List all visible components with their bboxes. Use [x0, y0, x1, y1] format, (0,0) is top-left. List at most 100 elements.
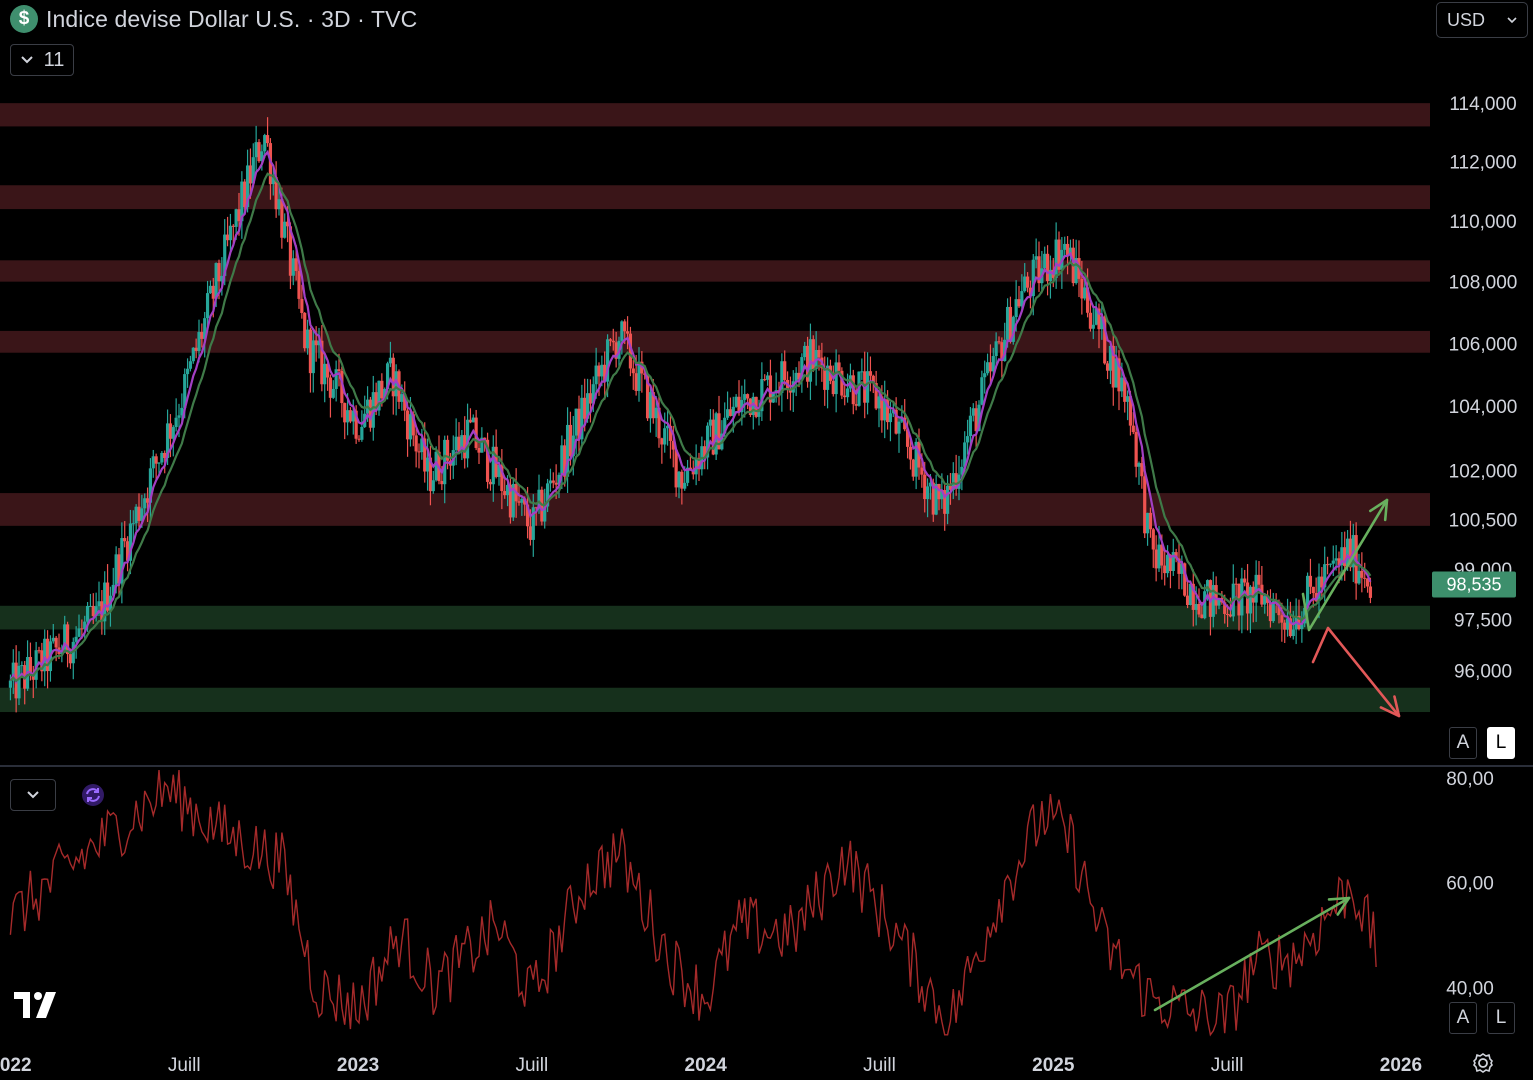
currency-select[interactable]: USD: [1436, 2, 1528, 38]
candle: [88, 605, 93, 607]
candle: [337, 369, 341, 371]
candle: [314, 340, 318, 346]
candle: [440, 480, 444, 485]
candle: [285, 221, 290, 227]
candle: [331, 388, 335, 398]
candle: [503, 491, 507, 496]
candle: [1183, 563, 1187, 596]
candle: [743, 394, 747, 400]
candle: [1105, 363, 1110, 371]
candle: [220, 275, 224, 282]
rsi-auto-scale-button[interactable]: A: [1449, 1002, 1477, 1034]
symbol-title: Indice devise Dollar U.S. · 3D · TVC: [46, 5, 418, 32]
candle: [948, 485, 953, 490]
candle: [328, 377, 333, 398]
time-axis: 2022 Juill 2023 Juill 2024 Juill 2025 Juill 2026: [0, 1055, 1422, 1076]
time-tick-label: 2024: [685, 1055, 728, 1076]
candle: [1165, 554, 1170, 574]
candle: [20, 665, 24, 667]
candle: [834, 362, 838, 395]
candle: [1160, 544, 1164, 566]
price-tick-label: 102,000: [1449, 461, 1518, 482]
candle: [231, 225, 235, 227]
indicators-collapse-button[interactable]: 11: [10, 44, 74, 76]
candle: [297, 271, 301, 299]
candle: [420, 438, 424, 453]
candle: [1057, 239, 1061, 270]
candle: [905, 429, 910, 447]
chevron-down-icon: [27, 791, 39, 799]
candle: [51, 637, 55, 642]
candle: [1097, 308, 1101, 330]
candle: [634, 373, 638, 391]
candle: [840, 370, 844, 396]
candle: [1085, 287, 1090, 313]
candle: [1054, 239, 1058, 278]
settings-gear-icon[interactable]: [1470, 1050, 1496, 1076]
rsi-collapse-button[interactable]: [10, 779, 56, 811]
candle: [623, 321, 627, 332]
candle: [245, 165, 250, 208]
candle: [428, 457, 433, 492]
price-tick-label: 112,000: [1449, 153, 1516, 174]
candle: [217, 263, 221, 282]
resistance-zone: [0, 260, 1430, 282]
price-tick-label: 96,000: [1454, 661, 1512, 682]
candle: [663, 428, 667, 445]
candle: [280, 199, 284, 238]
log-scale-button[interactable]: L: [1487, 727, 1515, 759]
candles: [8, 117, 1373, 713]
candle: [791, 381, 795, 393]
candle: [625, 331, 630, 334]
candle: [560, 445, 564, 475]
indicator-count: 11: [43, 48, 65, 71]
candle: [11, 662, 15, 681]
candle: [411, 414, 415, 436]
candle: [760, 379, 764, 412]
resistance-zone: [0, 185, 1430, 210]
candle: [251, 157, 255, 184]
candle: [143, 498, 147, 509]
price-axis: 114,000 112,000 110,000 108,000 106,000 104,0…: [1449, 94, 1518, 682]
candle: [263, 135, 267, 152]
candle: [825, 365, 830, 390]
time-tick-label: Juill: [1211, 1055, 1244, 1076]
candle: [557, 474, 561, 485]
symbol-header[interactable]: $ Indice devise Dollar U.S. · 3D · TVC: [10, 4, 417, 34]
candle: [334, 369, 338, 389]
rsi-tick-label: 80,00: [1446, 769, 1494, 790]
candle: [554, 482, 558, 485]
candle: [145, 498, 150, 503]
candle: [548, 480, 553, 484]
candle: [728, 409, 733, 416]
candle: [660, 438, 664, 445]
candle: [1131, 425, 1135, 433]
candle: [931, 482, 935, 515]
candle: [265, 135, 270, 144]
candle: [768, 375, 773, 403]
price-tick-label: 97,500: [1454, 610, 1512, 631]
candle: [591, 384, 595, 404]
candle: [1068, 247, 1073, 256]
candle: [897, 421, 901, 434]
candle: [1228, 614, 1233, 617]
time-tick-label: Juill: [515, 1055, 548, 1076]
candle: [1005, 306, 1010, 340]
candle: [871, 375, 875, 384]
candle: [325, 363, 330, 378]
rsi-log-scale-button[interactable]: L: [1487, 1002, 1515, 1034]
candle: [185, 368, 190, 375]
time-tick-label: Juill: [168, 1055, 201, 1076]
candle: [137, 506, 141, 521]
candle: [191, 347, 195, 362]
auto-scale-button[interactable]: A: [1449, 727, 1477, 759]
candle: [1254, 574, 1258, 603]
candle: [65, 624, 70, 655]
candle: [545, 483, 550, 507]
candle: [1191, 583, 1195, 610]
candle: [1065, 243, 1070, 256]
candle: [94, 606, 98, 617]
candle: [974, 408, 978, 432]
refresh-icon[interactable]: [82, 784, 104, 806]
